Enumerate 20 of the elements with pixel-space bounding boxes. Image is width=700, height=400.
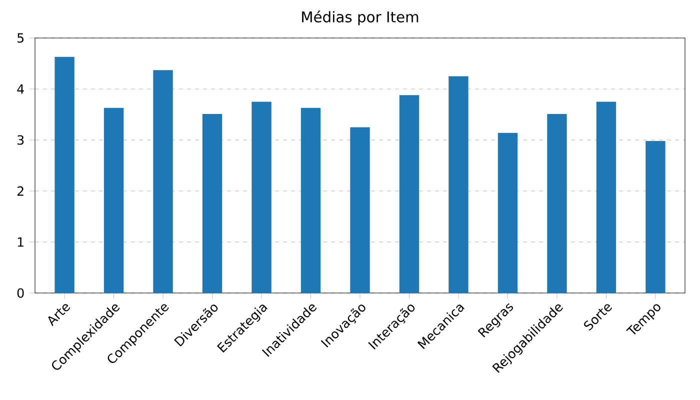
- bar: [498, 132, 518, 293]
- bar: [646, 141, 666, 293]
- bar: [202, 114, 222, 293]
- bar: [448, 76, 468, 293]
- bar: [104, 108, 124, 293]
- y-tick-label: 2: [17, 186, 24, 196]
- bar: [153, 70, 173, 293]
- chart-title: Médias por Item: [302, 10, 418, 26]
- bar: [596, 102, 616, 293]
- bar: [300, 108, 321, 293]
- bar: [252, 102, 272, 293]
- y-tick-label: 5: [18, 33, 24, 43]
- bar: [547, 114, 567, 293]
- bar: [399, 95, 420, 293]
- y-tick-label: 0: [17, 288, 24, 298]
- y-tick-label: 4: [17, 84, 24, 94]
- bar: [350, 127, 370, 293]
- y-tick-label: 1: [18, 237, 24, 247]
- y-tick-label: 3: [18, 135, 24, 145]
- bar: [54, 56, 74, 293]
